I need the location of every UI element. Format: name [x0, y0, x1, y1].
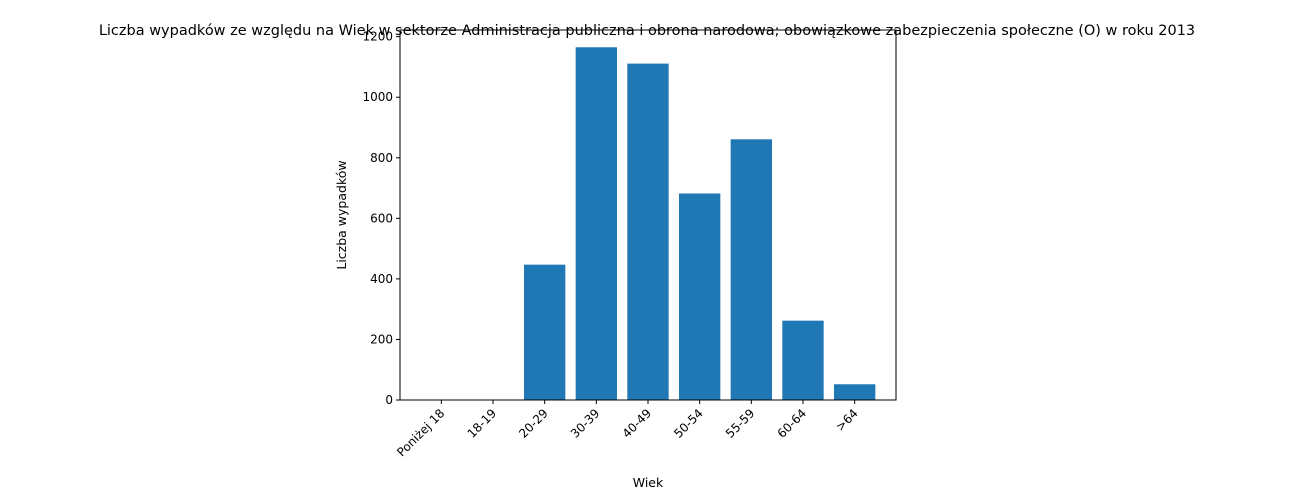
bar-40-49 — [627, 63, 669, 401]
x-tick-label: 55-59 — [723, 406, 758, 441]
x-tick-label: Poniżej 18 — [394, 406, 447, 459]
x-axis-label: Wiek — [633, 475, 664, 490]
y-tick-label: 400 — [370, 272, 393, 286]
bars-group — [524, 47, 876, 401]
y-axis-label: Liczba wypadków — [334, 160, 349, 269]
y-tick-label: 200 — [370, 332, 393, 346]
x-tick-label: 40-49 — [620, 406, 655, 441]
bar-60-64 — [782, 320, 824, 400]
plot-area-frame — [399, 29, 897, 401]
x-tick-label: 30-39 — [568, 406, 603, 441]
bar-30-39 — [575, 47, 617, 400]
x-tick-label: 60-64 — [775, 406, 810, 441]
x-axis-ticks: Poniżej 18 18-19 20-29 30-39 40-49 50-54 55-59… — [394, 400, 861, 459]
bar->64 — [834, 384, 876, 400]
bar-55-59 — [730, 139, 772, 401]
bar-20-29 — [524, 264, 566, 400]
y-tick-label: 600 — [370, 211, 393, 225]
y-tick-label: 800 — [370, 151, 393, 165]
x-tick-label: 50-54 — [671, 406, 706, 441]
x-tick-label: 20-29 — [516, 406, 551, 441]
x-tick-label: 18-19 — [465, 406, 500, 441]
y-tick-label: 0 — [385, 393, 393, 407]
y-tick-label: 1200 — [362, 30, 393, 44]
x-tick-label: >64 — [833, 406, 861, 434]
bar-50-54 — [679, 193, 721, 400]
y-tick-label: 1000 — [362, 90, 393, 104]
chart-title: Liczba wypadków ze względu na Wiek w sek… — [99, 23, 1195, 39]
y-axis-ticks: 0 200 400 600 800 1000 1200 — [362, 30, 400, 407]
